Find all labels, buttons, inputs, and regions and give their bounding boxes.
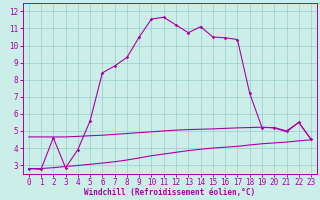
X-axis label: Windchill (Refroidissement éolien,°C): Windchill (Refroidissement éolien,°C) xyxy=(84,188,255,197)
